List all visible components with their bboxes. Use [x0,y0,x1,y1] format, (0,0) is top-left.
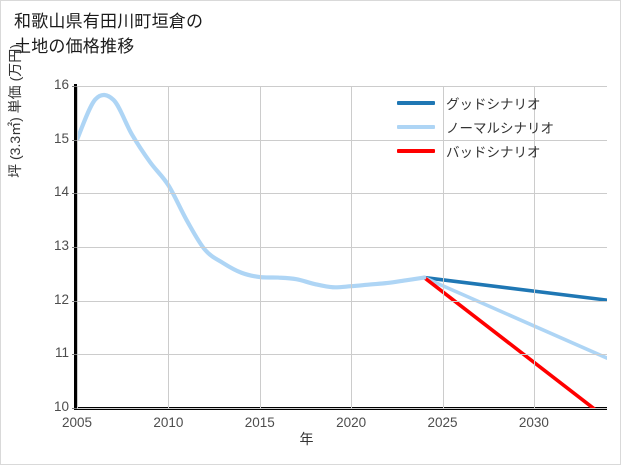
historical-line [77,92,427,290]
y-tick-mark [72,300,77,302]
y-tick-label: 13 [53,238,69,253]
x-axis-label: 年 [299,431,314,447]
legend-label: ノーマルシナリオ [446,121,554,136]
x-tick-label: 2010 [153,415,184,430]
legend-label: バッドシナリオ [446,145,541,160]
gridline-horizontal [77,408,607,409]
x-tick-label: 2025 [427,415,458,430]
forecast-line-グッドシナリオ [422,275,607,302]
forecast-line-ノマルシナリオ [422,275,607,360]
legend-label: グッドシナリオ [446,97,541,112]
gridline-horizontal [77,139,607,141]
legend-color-swatch [397,149,435,153]
x-tick-label: 2020 [336,415,367,430]
gridline-vertical [168,86,170,408]
gridline-vertical [442,86,444,408]
y-tick-mark [72,247,77,248]
y-tick-label: 12 [53,291,69,307]
y-tick-label: 10 [53,399,69,414]
gridline-vertical [259,86,261,408]
gridline-horizontal [77,300,607,302]
legend-color-swatch [397,125,435,129]
y-tick-mark [72,408,77,409]
gridline-horizontal [77,354,607,356]
gridline-vertical [351,86,353,408]
y-tick-mark [72,86,77,87]
legend-color-swatch [397,101,435,105]
x-tick-label: 2015 [244,415,275,430]
y-tick-label: 15 [53,130,69,146]
y-tick-mark [72,193,77,195]
gridline-horizontal [77,86,607,87]
chart-legend: グッドシナリオ ノーマルシナリオ バッドシナリオ [397,91,612,163]
y-tick-mark [72,139,77,141]
chart-title: 和歌山県有田川町垣倉の 土地の価格推移 [14,12,204,56]
gridline-vertical [533,86,535,408]
gridline-horizontal [77,247,607,248]
gridline-vertical [77,86,78,408]
x-tick-label: 2030 [518,415,549,430]
gridline-horizontal [77,193,607,195]
y-tick-mark [72,354,77,356]
legend-item: ノーマルシナリオ [397,115,612,139]
y-tick-label: 11 [54,345,69,361]
y-tick-label: 14 [53,184,69,200]
plot-area [77,86,607,409]
legend-item: バッドシナリオ [397,139,612,163]
y-tick-label: 16 [53,77,69,92]
x-tick-label: 2005 [61,415,93,430]
legend-item: グッドシナリオ [397,91,612,115]
